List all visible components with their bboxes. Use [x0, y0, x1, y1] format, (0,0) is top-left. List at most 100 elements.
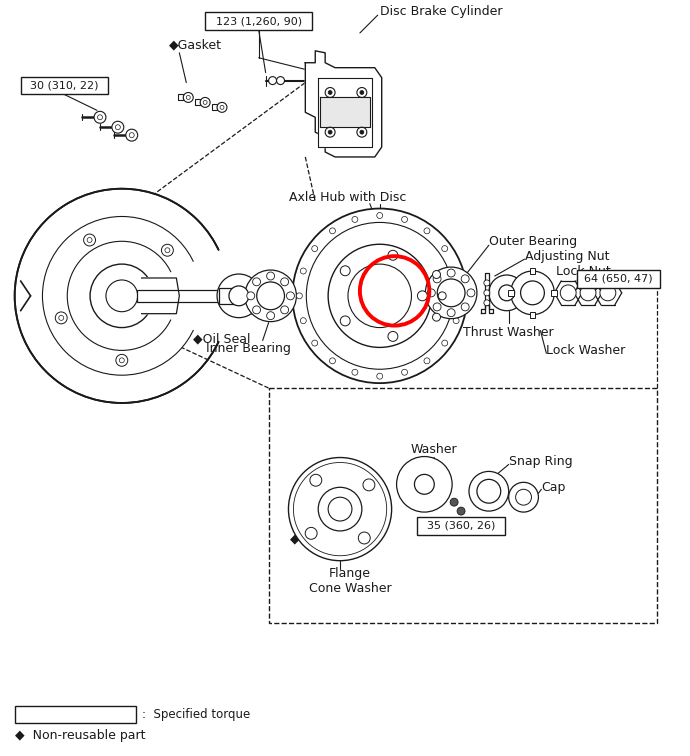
Circle shape: [388, 250, 398, 260]
Circle shape: [306, 222, 453, 369]
Circle shape: [363, 479, 375, 491]
Circle shape: [560, 285, 576, 301]
Circle shape: [457, 507, 465, 515]
Circle shape: [437, 279, 465, 307]
Circle shape: [87, 237, 92, 243]
FancyBboxPatch shape: [195, 100, 200, 105]
Text: ◆Gasket: ◆Gasket: [290, 532, 344, 545]
Circle shape: [90, 264, 154, 327]
Circle shape: [186, 95, 190, 100]
Text: Axle Hub with Disc: Axle Hub with Disc: [289, 191, 406, 204]
Polygon shape: [320, 98, 370, 127]
Text: Lock Nut: Lock Nut: [556, 265, 611, 277]
Circle shape: [433, 275, 441, 283]
Circle shape: [477, 479, 501, 503]
Text: Washer: Washer: [411, 443, 457, 456]
FancyBboxPatch shape: [551, 290, 558, 296]
Circle shape: [357, 88, 367, 98]
FancyBboxPatch shape: [205, 12, 313, 30]
Text: Inner Bearing: Inner Bearing: [206, 342, 291, 355]
Text: 35 (360, 26): 35 (360, 26): [427, 521, 495, 531]
Circle shape: [257, 282, 284, 310]
Circle shape: [165, 248, 170, 253]
FancyBboxPatch shape: [212, 104, 217, 110]
Circle shape: [330, 228, 335, 234]
Circle shape: [300, 318, 306, 324]
Text: N·m (kgf·cm, ft·lbf): N·m (kgf·cm, ft·lbf): [22, 709, 128, 720]
Text: Flange: Flange: [329, 567, 371, 580]
Polygon shape: [141, 278, 179, 314]
Circle shape: [94, 111, 106, 123]
Circle shape: [442, 340, 448, 346]
Circle shape: [515, 489, 531, 505]
Circle shape: [184, 92, 193, 102]
Circle shape: [397, 457, 452, 512]
Circle shape: [217, 102, 227, 113]
Circle shape: [340, 266, 350, 276]
Circle shape: [484, 290, 490, 296]
Circle shape: [203, 101, 207, 104]
Circle shape: [312, 340, 317, 346]
Polygon shape: [305, 51, 382, 157]
FancyBboxPatch shape: [508, 290, 513, 296]
Circle shape: [106, 280, 138, 311]
Circle shape: [229, 286, 249, 305]
Circle shape: [352, 216, 358, 222]
Circle shape: [112, 121, 124, 133]
Circle shape: [119, 358, 124, 363]
Circle shape: [484, 280, 490, 286]
Text: Disc Brake Cylinder: Disc Brake Cylinder: [380, 5, 502, 17]
Text: ◆Oil Seal: ◆Oil Seal: [193, 332, 250, 345]
Circle shape: [67, 241, 177, 350]
Circle shape: [325, 88, 335, 98]
FancyBboxPatch shape: [21, 76, 108, 94]
Circle shape: [433, 303, 441, 311]
Circle shape: [328, 244, 431, 348]
Circle shape: [129, 132, 135, 138]
Text: Adjusting Nut: Adjusting Nut: [524, 249, 609, 262]
Circle shape: [438, 292, 446, 300]
Circle shape: [352, 369, 358, 375]
Circle shape: [447, 308, 455, 317]
Text: Thrust Washer: Thrust Washer: [464, 326, 554, 339]
Circle shape: [161, 244, 173, 256]
Circle shape: [126, 129, 138, 141]
Circle shape: [281, 278, 288, 286]
Circle shape: [325, 127, 335, 137]
Circle shape: [417, 291, 427, 301]
Circle shape: [293, 209, 467, 383]
Circle shape: [217, 274, 261, 318]
Circle shape: [442, 246, 448, 252]
Circle shape: [402, 216, 408, 222]
FancyBboxPatch shape: [417, 517, 504, 535]
Circle shape: [520, 281, 544, 305]
Circle shape: [247, 292, 255, 300]
Circle shape: [83, 234, 95, 246]
Circle shape: [489, 275, 524, 311]
Circle shape: [377, 373, 383, 380]
Circle shape: [358, 532, 371, 544]
Circle shape: [300, 268, 306, 274]
Text: Snap Ring: Snap Ring: [509, 455, 572, 468]
Circle shape: [281, 306, 288, 314]
Circle shape: [447, 269, 455, 277]
Circle shape: [499, 285, 515, 301]
Circle shape: [253, 306, 261, 314]
Circle shape: [511, 271, 554, 314]
FancyBboxPatch shape: [577, 270, 660, 288]
Circle shape: [293, 463, 386, 556]
Circle shape: [115, 125, 120, 130]
Circle shape: [450, 498, 458, 506]
Circle shape: [253, 278, 261, 286]
Circle shape: [457, 293, 463, 299]
Circle shape: [268, 76, 277, 85]
Text: :  Specified torque: : Specified torque: [141, 708, 250, 721]
Circle shape: [377, 212, 383, 218]
Circle shape: [14, 189, 229, 403]
Circle shape: [388, 331, 398, 342]
Circle shape: [55, 312, 67, 324]
Circle shape: [467, 289, 475, 297]
Circle shape: [220, 105, 224, 110]
Polygon shape: [481, 273, 493, 313]
Text: ◆  Non-reusable part: ◆ Non-reusable part: [14, 729, 145, 742]
